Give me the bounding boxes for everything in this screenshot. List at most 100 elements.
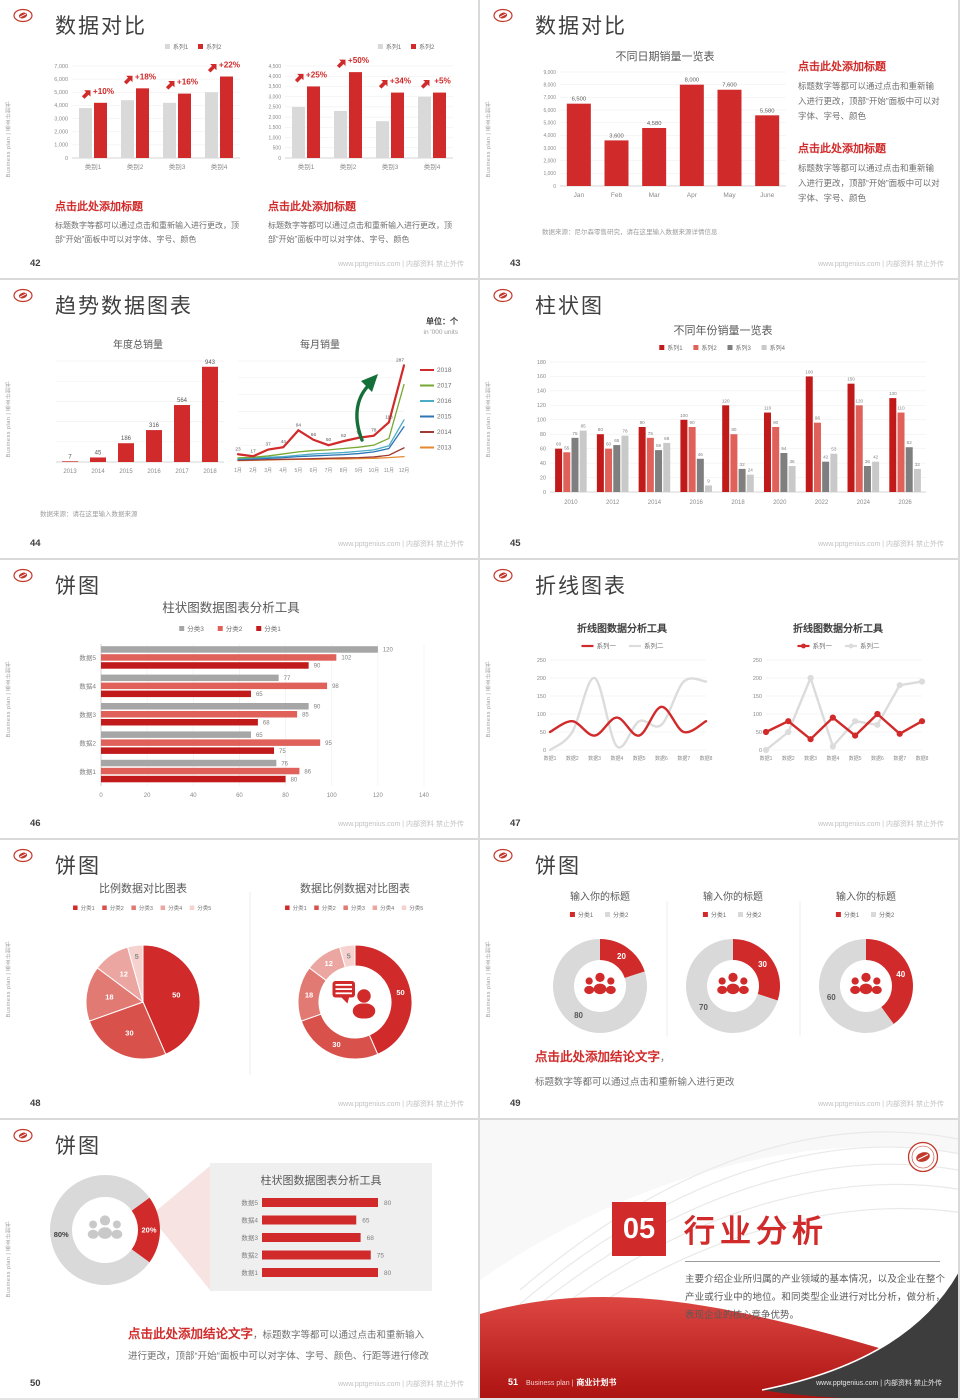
svg-text:50: 50 — [396, 988, 404, 997]
svg-text:200: 200 — [537, 676, 546, 682]
svg-text:44: 44 — [281, 439, 287, 445]
slide-48-pie-charts[interactable]: 饼图 Business plan | 商业计划书 比例数据对比图表 数据比例数据对… — [0, 840, 478, 1118]
svg-text:60: 60 — [606, 442, 612, 447]
svg-text:2月: 2月 — [249, 468, 257, 474]
svg-text:2016: 2016 — [147, 469, 161, 475]
svg-text:2017: 2017 — [437, 383, 452, 390]
brand-logo-icon — [12, 288, 34, 303]
svg-text:6,000: 6,000 — [543, 108, 556, 114]
svg-text:100: 100 — [327, 793, 338, 799]
svg-text:32: 32 — [740, 462, 746, 467]
svg-text:110: 110 — [897, 406, 905, 411]
svg-text:30: 30 — [332, 1040, 340, 1049]
svg-text:年度总销量: 年度总销量 — [113, 338, 163, 351]
svg-text:36: 36 — [790, 459, 796, 464]
svg-text:4月: 4月 — [279, 468, 287, 474]
body-text: 标题数字等都可以通过点击和重新输入进行更改，顶部“开始”面板中可以对字体、字号、… — [798, 81, 940, 121]
svg-text:140: 140 — [419, 793, 430, 799]
svg-text:120: 120 — [373, 793, 384, 799]
data-source-note: 数据来源：尼尔森零售研究，请在这里输入数据来源详情信息 — [542, 229, 718, 236]
svg-text:数据1: 数据1 — [544, 755, 557, 762]
brand-logo-icon — [492, 848, 514, 863]
svg-text:+25%: +25% — [306, 70, 328, 79]
svg-text:5: 5 — [135, 952, 139, 961]
svg-text:分类1: 分类1 — [844, 911, 860, 919]
brand-logo-icon — [492, 288, 514, 303]
svg-text:8,000: 8,000 — [543, 82, 556, 88]
slide-45-column-chart[interactable]: 柱状图 Business plan | 商业计划书 不同年份销量一览表 系列1 系列… — [480, 280, 958, 558]
svg-text:30: 30 — [125, 1029, 133, 1038]
section-body: 主要介绍企业所归属的产业领域的基本情况，以及企业在整个产业或行业中的地位。和同类… — [685, 1274, 945, 1322]
svg-text:数据6: 数据6 — [871, 755, 884, 762]
svg-text:160: 160 — [805, 369, 813, 374]
slide-title: 饼图 — [535, 855, 581, 878]
svg-text:数据2: 数据2 — [79, 738, 96, 747]
svg-text:0: 0 — [278, 156, 281, 162]
slide-44-trend-charts[interactable]: 趋势数据图表 Business plan | 商业计划书 单位：个 in '000… — [0, 280, 478, 558]
svg-text:分类2: 分类2 — [613, 911, 629, 919]
conclusion-body: ，标题数字等都可以通过点击和重新输入进行更改，顶部“开始”面板中可以对字体、字号… — [128, 1330, 429, 1362]
svg-text:20%: 20% — [141, 1226, 156, 1235]
slide-43-data-comparison[interactable]: 数据对比 Business plan | 商业计划书 不同日期销量一览表 0 1,… — [480, 0, 958, 278]
slide-42-data-comparison[interactable]: 数据对比 Business plan | 商业计划书 系列1 系列2 0 1,000 2… — [0, 0, 478, 278]
svg-text:数据7: 数据7 — [677, 755, 690, 762]
unit-label: 单位：个 in '000 units — [423, 317, 459, 336]
svg-text:18: 18 — [305, 991, 313, 1000]
svg-text:类别1: 类别1 — [298, 162, 315, 171]
svg-text:80: 80 — [540, 432, 546, 438]
svg-text:37: 37 — [266, 442, 272, 448]
svg-text:2012: 2012 — [606, 500, 620, 506]
svg-text:数据4: 数据4 — [610, 755, 623, 762]
svg-text:110: 110 — [764, 406, 772, 411]
slide-46-hbar-chart[interactable]: 饼图 Business plan | 商业计划书 柱状图数据图表分析工具 分类3 分… — [0, 560, 478, 838]
side-label: Business plan | 商业计划书 — [486, 100, 492, 178]
svg-text:3,500: 3,500 — [268, 84, 281, 90]
svg-text:1,000: 1,000 — [54, 143, 68, 149]
svg-text:160: 160 — [537, 374, 546, 380]
slide-51-section-divider[interactable]: 05 行业分析 主要介绍企业所归属的产业领域的基本情况，以及企业在整个产业或行业… — [480, 1120, 958, 1398]
svg-text:分类3: 分类3 — [139, 904, 153, 912]
body-text: 标题数字等都可以通过点击和重新输入进行更改，顶部“开始”面板中可以对字体、字号、… — [55, 221, 239, 244]
svg-text:18: 18 — [105, 992, 113, 1001]
svg-text:2,500: 2,500 — [268, 105, 281, 111]
svg-text:分类5: 分类5 — [197, 904, 211, 912]
slide-47-line-charts[interactable]: 折线图表 Business plan | 商业计划书 折线图数据分析工具 系列一 系… — [480, 560, 958, 838]
slide-title: 饼图 — [55, 855, 101, 878]
svg-text:65: 65 — [362, 1218, 370, 1225]
svg-text:3月: 3月 — [264, 468, 272, 474]
svg-text:60: 60 — [236, 793, 243, 799]
svg-text:80: 80 — [731, 427, 737, 432]
slide-50-donut-with-bars[interactable]: 饼图 Business plan | 商业计划书 20% 80% 柱状图数据图表分析… — [0, 1120, 478, 1398]
svg-text:53: 53 — [831, 447, 837, 452]
footer-credit: www.pptgenius.com | 内部资料 禁止外传 — [818, 1101, 944, 1108]
svg-text:+22%: +22% — [219, 61, 241, 70]
slide-title: 数据对比 — [535, 15, 627, 38]
slide-49-donut-charts[interactable]: 饼图 Business plan | 商业计划书 输入你的标题 分类1 分类2 20 8… — [480, 840, 958, 1118]
svg-text:+10%: +10% — [93, 87, 115, 96]
svg-text:数据3: 数据3 — [804, 755, 817, 762]
svg-text:150: 150 — [847, 377, 855, 382]
svg-text:2015: 2015 — [437, 414, 452, 421]
svg-text:90: 90 — [640, 420, 646, 425]
svg-text:60: 60 — [827, 993, 836, 1002]
brand-logo-icon — [12, 1128, 34, 1143]
svg-text:12: 12 — [120, 969, 128, 978]
svg-text:数据8: 数据8 — [700, 755, 713, 762]
svg-text:80: 80 — [384, 1200, 392, 1207]
conclusion-heading: 点击此处添加结论文字 — [128, 1327, 254, 1341]
svg-text:Feb: Feb — [611, 192, 623, 199]
svg-text:500: 500 — [273, 146, 282, 152]
swoosh-background — [480, 1120, 958, 1398]
svg-text:7: 7 — [68, 454, 72, 460]
svg-text:数据2: 数据2 — [782, 755, 795, 762]
svg-text:12月: 12月 — [399, 468, 410, 474]
footer-credit: www.pptgenius.com | 内部资料 禁止外传 — [338, 821, 464, 828]
svg-text:6,000: 6,000 — [54, 77, 68, 83]
svg-text:5,580: 5,580 — [760, 108, 775, 114]
brand-logo-icon — [492, 568, 514, 583]
svg-text:6月: 6月 — [310, 468, 318, 474]
svg-text:100: 100 — [753, 712, 762, 718]
